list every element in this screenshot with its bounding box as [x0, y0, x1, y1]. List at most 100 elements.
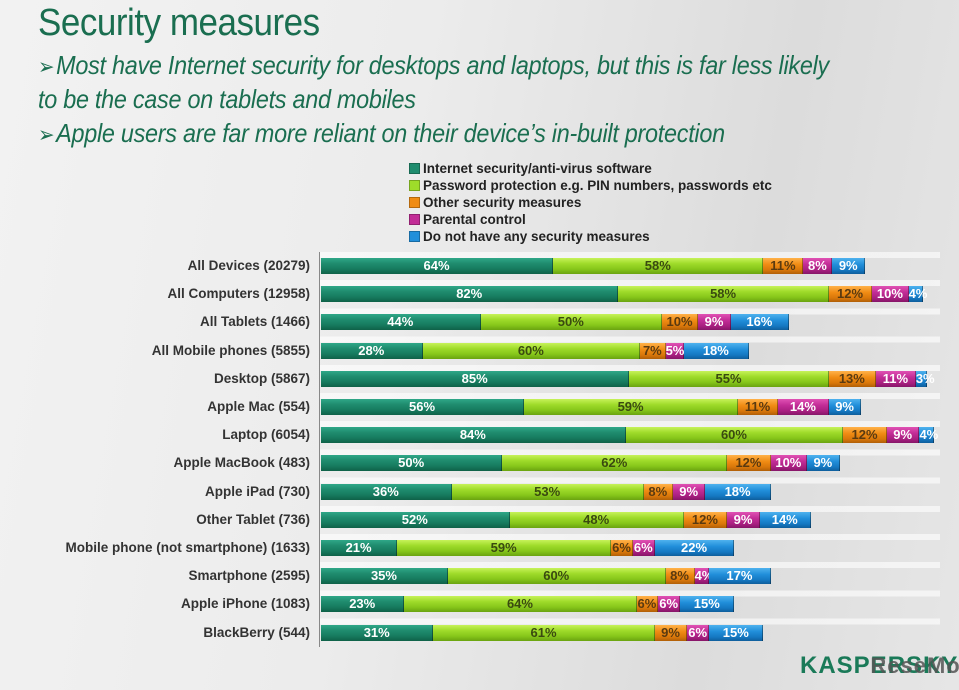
bar-segment: 53% — [451, 483, 644, 500]
bar-segment: 17% — [709, 568, 771, 585]
bar-segment: 8% — [665, 568, 695, 585]
bar-segment: 62% — [502, 455, 728, 472]
bar-segment: 56% — [321, 399, 525, 415]
bar-segment: 10% — [770, 455, 807, 472]
category-label: All Computers (12958) — [167, 286, 310, 302]
category-label: Apple iPad (730) — [204, 483, 310, 499]
bar-segment: 14% — [759, 511, 811, 528]
kaspersky-logo: KASPERSKYReseMom — [800, 652, 959, 680]
bar-segment: 13% — [828, 370, 876, 387]
category-label: Laptop (6054) — [222, 427, 310, 443]
category-label: Apple MacBook (483) — [173, 455, 310, 471]
bar-segment: 11% — [875, 370, 916, 387]
bar-segment: 12% — [843, 427, 887, 444]
category-label: All Mobile phones (5855) — [151, 342, 310, 358]
bar-segment: 9% — [828, 399, 862, 415]
bar-segment: 52% — [321, 511, 510, 528]
bar-segment: 6% — [687, 624, 710, 641]
bullet-2: ➢Apple users are far more reliant on the… — [38, 118, 725, 149]
bar-segment: 64% — [321, 258, 554, 274]
bar-segment: 35% — [321, 568, 448, 585]
legend-swatch — [409, 231, 420, 242]
legend-item: Parental control — [409, 211, 772, 228]
logo-text: KASPERSKY — [800, 652, 959, 679]
bullet-1-continued: to be the case on tablets and mobiles — [38, 84, 416, 114]
bar-segment: 59% — [524, 399, 739, 415]
bar-segment: 6% — [658, 596, 681, 613]
bar-segment: 50% — [480, 314, 662, 331]
bar-segment: 64% — [404, 596, 637, 613]
bar-segment: 12% — [828, 286, 873, 303]
bar-segment: 15% — [709, 624, 764, 641]
bullet-2-text: Apple users are far more reliant on thei… — [56, 118, 725, 148]
bar-segment: 11% — [763, 258, 804, 274]
legend: Internet security/anti-virus software Pas… — [409, 160, 772, 245]
bar-segment: 55% — [629, 370, 829, 387]
bar-segment: 12% — [727, 455, 771, 472]
bar-segment: 60% — [625, 427, 844, 444]
bar-segment: 3% — [915, 370, 935, 387]
legend-label: Do not have any security measures — [423, 229, 650, 244]
bar-segment: 58% — [618, 286, 829, 303]
chart-title: Security measures — [38, 2, 320, 44]
bar-segment: 60% — [447, 568, 666, 585]
bar-segment: 9% — [886, 427, 920, 444]
bar-segment: 8% — [643, 483, 673, 500]
category-label: Mobile phone (not smartphone) (1633) — [65, 540, 310, 555]
bar-segment: 31% — [321, 624, 434, 641]
bar-segment: 61% — [433, 624, 655, 641]
bar-segment: 8% — [803, 258, 833, 274]
legend-item: Internet security/anti-virus software — [409, 160, 772, 177]
category-label: Desktop (5867) — [213, 370, 310, 386]
bar-segment: 10% — [872, 286, 909, 303]
bar-segment: 18% — [683, 342, 749, 359]
arrow-bullet-icon: ➢ — [38, 122, 55, 147]
bar-segment: 16% — [730, 314, 789, 331]
plot-area — [320, 252, 940, 647]
bar-segment: 14% — [778, 399, 829, 415]
category-label: Apple iPhone (1083) — [180, 596, 310, 612]
bar-segment: 9% — [727, 511, 760, 528]
bar-segment: 22% — [654, 540, 735, 556]
bar-segment: 28% — [321, 342, 423, 359]
legend-label: Password protection e.g. PIN numbers, pa… — [423, 178, 772, 193]
bar-segment: 9% — [698, 314, 731, 331]
bar-segment: 50% — [321, 455, 503, 472]
category-label: Smartphone (2595) — [188, 568, 310, 584]
bar-segment: 82% — [321, 286, 619, 303]
bar-segment: 23% — [321, 596, 405, 613]
bar-segment: 4% — [919, 427, 939, 444]
legend-item: Other security measures — [409, 194, 772, 211]
category-axis-line — [319, 252, 320, 647]
bar-segment: 9% — [807, 455, 840, 472]
bar-segment: 60% — [422, 342, 641, 359]
legend-swatch — [409, 163, 420, 174]
category-label: BlackBerry (544) — [203, 624, 310, 640]
bar-segment: 18% — [705, 483, 771, 500]
bar-segment: 7% — [640, 342, 666, 359]
bar-segment: 59% — [397, 540, 612, 556]
bar-segment: 6% — [636, 596, 659, 613]
bar-segment: 9% — [672, 483, 706, 500]
legend-swatch — [409, 214, 420, 225]
bar-segment: 6% — [632, 540, 655, 556]
legend-swatch — [409, 197, 420, 208]
bar-segment: 36% — [321, 483, 452, 500]
legend-item: Password protection e.g. PIN numbers, pa… — [409, 177, 772, 194]
bar-segment: 44% — [321, 314, 481, 331]
bullet-1-text: Most have Internet security for desktops… — [56, 50, 829, 80]
legend-label: Parental control — [423, 212, 526, 227]
bar-segment: 6% — [611, 540, 633, 556]
bar-segment: 85% — [321, 370, 630, 387]
watermark: ReseMom — [870, 653, 959, 678]
bar-segment: 11% — [738, 399, 778, 415]
category-label: Other Tablet (736) — [196, 511, 310, 527]
bar-segment: 58% — [553, 258, 764, 274]
bar-segment: 4% — [694, 568, 714, 585]
bar-segment: 84% — [321, 427, 626, 444]
bar-segment: 15% — [680, 596, 735, 613]
arrow-bullet-icon: ➢ — [38, 54, 55, 79]
bar-segment: 9% — [654, 624, 688, 641]
bar-segment: 9% — [832, 258, 866, 274]
